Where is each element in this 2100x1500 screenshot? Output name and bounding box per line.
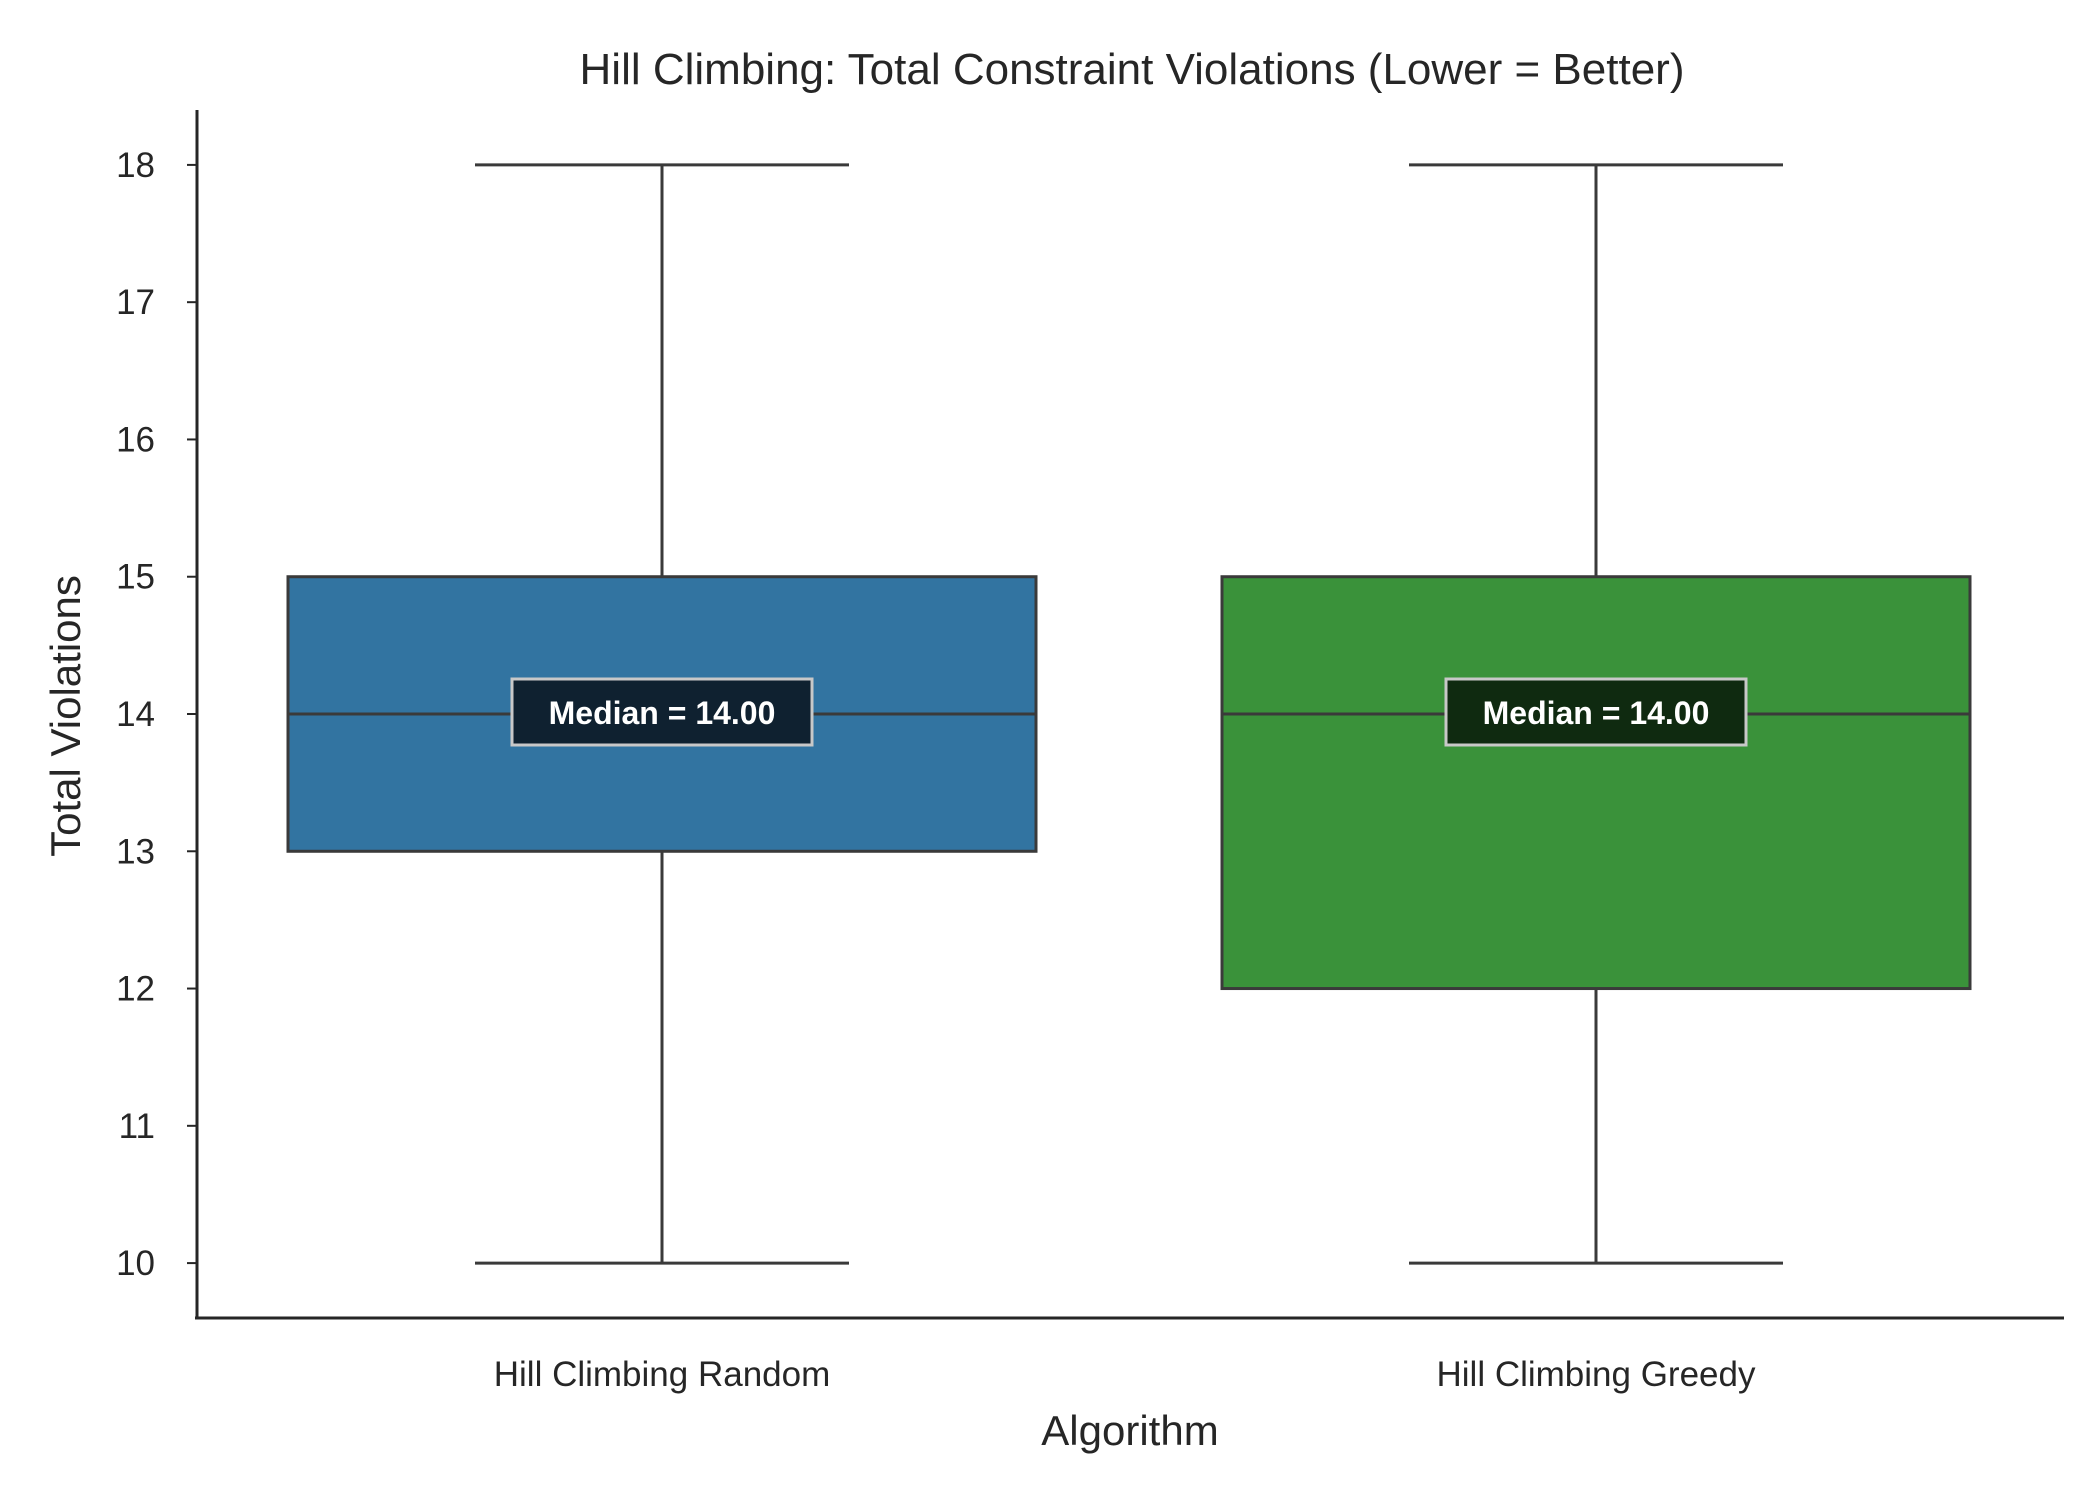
y-tick-label: 18: [116, 146, 155, 185]
y-tick-label: 12: [116, 970, 155, 1009]
x-axis-label: Algorithm: [1041, 1407, 1218, 1454]
y-tick-label: 11: [119, 1107, 155, 1146]
y-tick-label: 14: [116, 695, 155, 734]
y-tick-label: 13: [116, 832, 155, 871]
median-label-box: [510, 677, 814, 747]
y-tick-labels: 10 11 12 13 14 15 16 17 18: [116, 146, 197, 1283]
y-tick-label: 15: [116, 558, 155, 597]
chart-title: Hill Climbing: Total Constraint Violatio…: [580, 45, 1685, 94]
iqr-box: [1220, 575, 1972, 991]
y-tick-label: 16: [116, 420, 155, 459]
box-group: Median = 14.00: [1220, 163, 1972, 1265]
median-label: Median = 14.00: [1483, 695, 1710, 731]
y-tick-label: 10: [116, 1244, 155, 1283]
median-label: Median = 14.00: [549, 695, 776, 731]
x-tick-labels: Hill Climbing Random Hill Climbing Greedy: [494, 1355, 1756, 1394]
median-label-box: [1444, 677, 1748, 747]
y-tick-label: 17: [116, 283, 155, 322]
x-tick-label: Hill Climbing Random: [494, 1355, 831, 1394]
box-group: Median = 14.00: [286, 163, 1038, 1265]
y-axis-label: Total Violations: [42, 575, 89, 857]
x-tick-label: Hill Climbing Greedy: [1437, 1355, 1756, 1394]
plot-area: Median = 14.00 Median = 14.00: [286, 163, 1972, 1265]
